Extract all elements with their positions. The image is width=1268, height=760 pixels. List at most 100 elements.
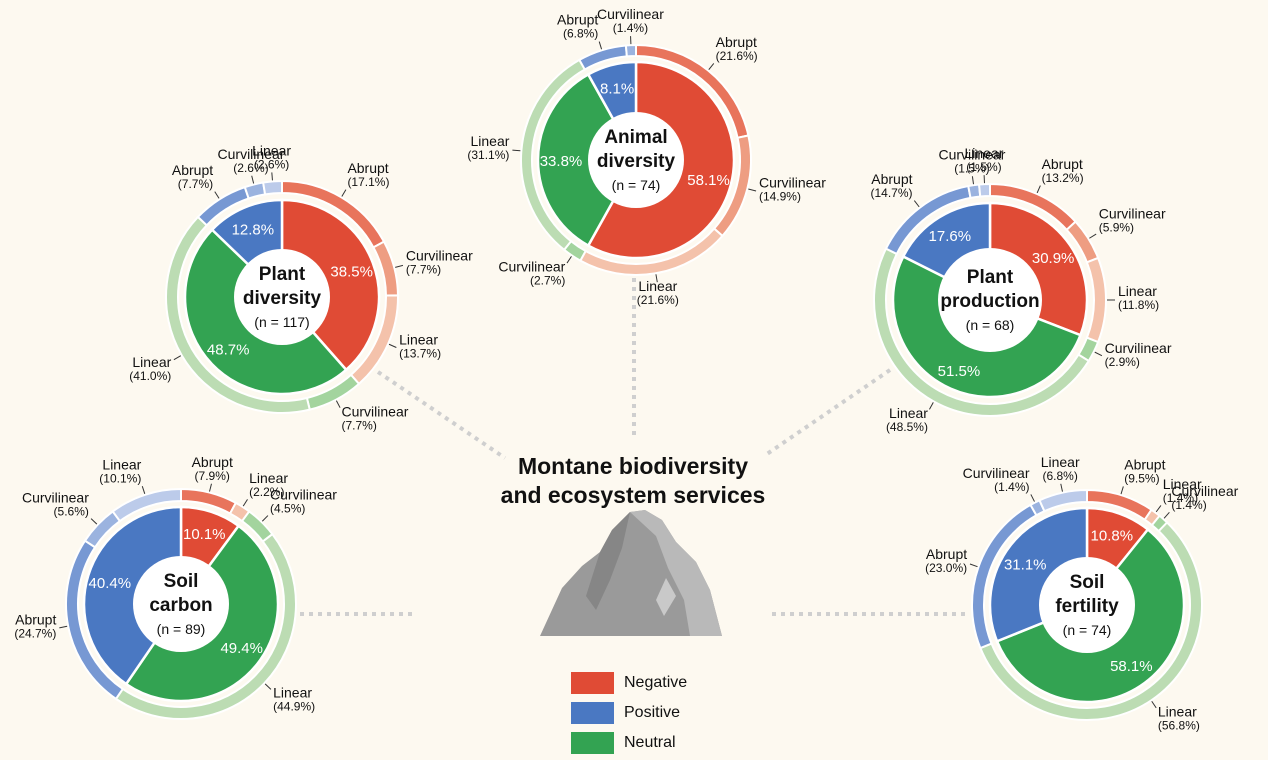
legend-swatch-neutral <box>571 732 614 754</box>
outer-leader-line <box>598 41 603 50</box>
donut-soil-carbon: 10.1%49.4%40.4%Abrupt(7.9%) Linear(2.2%)C… <box>14 454 337 720</box>
outer-leader-line <box>173 355 182 361</box>
outer-shape-label: Linear <box>638 278 677 294</box>
outer-pct-label: (1.5%) <box>954 161 989 175</box>
donut-center <box>588 112 684 208</box>
outer-pct-label: (56.8%) <box>1158 718 1200 732</box>
donut-center <box>938 248 1042 352</box>
donut-soil-fertility: 10.8%58.1%31.1%Abrupt(9.5%) Linear(1.4%)C… <box>925 454 1239 733</box>
outer-shape-label: Curvilinear <box>1171 483 1238 499</box>
inner-value-label: 10.1% <box>183 526 226 543</box>
outer-leader-line <box>969 563 978 568</box>
outer-pct-label: (17.1%) <box>347 175 389 189</box>
outer-leader-line <box>512 149 521 152</box>
outer-shape-label: Abrupt <box>1042 156 1083 172</box>
outer-leader-line <box>655 274 658 283</box>
donut-title-line-1: Plant <box>259 264 306 285</box>
outer-shape-label: Curvilinear <box>597 6 664 22</box>
outer-pct-label: (11.8%) <box>1118 298 1159 312</box>
outer-shape-label: Linear <box>1163 476 1202 492</box>
donut-n-label: (n = 68) <box>966 317 1015 333</box>
outer-shape-label: Linear <box>889 405 928 421</box>
outer-shape-label: Abrupt <box>716 34 757 50</box>
outer-pct-label: (6.8%) <box>1042 469 1077 483</box>
outer-leader-line <box>251 175 255 184</box>
outer-slice-positive-linear <box>262 179 283 196</box>
outer-pct-label: (5.9%) <box>1099 220 1134 234</box>
outer-pct-label: (44.9%) <box>273 699 315 713</box>
outer-leader-line <box>141 486 146 494</box>
donut-center <box>1039 557 1135 653</box>
donut-animal-diversity: 58.1%33.8%8.1%Abrupt(21.6%)Curvilinear(1… <box>467 6 826 307</box>
inner-value-label: 17.6% <box>929 228 972 245</box>
inner-slice-positive <box>82 505 183 686</box>
outer-leader-line <box>1120 486 1124 495</box>
outer-slice-positive-curvilinear <box>243 181 267 200</box>
outer-pct-label: (6.8%) <box>563 27 598 41</box>
outer-leader-line <box>971 176 975 185</box>
donut-n-label: (n = 74) <box>612 177 661 193</box>
outer-pct-label: (2.7%) <box>530 274 565 288</box>
inner-value-label: 30.9% <box>1032 250 1075 267</box>
outer-leader-line <box>341 189 347 197</box>
outer-leader-line <box>1151 700 1157 709</box>
outer-leader-line <box>1094 351 1103 357</box>
outer-shape-label: Curvilinear <box>22 490 89 506</box>
connector-lines <box>300 278 968 616</box>
inner-value-label: 33.8% <box>540 153 583 170</box>
donut-title-line-2: diversity <box>243 288 322 309</box>
connector-plant-production <box>762 368 892 458</box>
outer-leader-line <box>1163 511 1170 519</box>
outer-pct-label: (9.5%) <box>1124 472 1159 486</box>
donut-title-line-1: Plant <box>967 267 1014 288</box>
outer-shape-label: Abrupt <box>172 162 213 178</box>
outer-pct-label: (14.7%) <box>870 186 912 200</box>
legend-item-neutral: Neutral <box>571 728 687 758</box>
outer-shape-label: Linear <box>1041 454 1080 470</box>
outer-shape-label: Linear <box>102 456 141 472</box>
donut-title-line-1: Soil <box>164 571 199 592</box>
outer-pct-label: (7.7%) <box>178 177 213 191</box>
donut-title-line-2: fertility <box>1055 596 1119 617</box>
outer-leader-line <box>566 256 572 264</box>
outer-slice-negative-linear <box>1085 256 1107 344</box>
outer-pct-label: (31.1%) <box>467 148 509 162</box>
outer-pct-label: (2.6%) <box>254 157 289 171</box>
inner-value-label: 58.1% <box>1110 658 1153 675</box>
inner-value-label: 10.8% <box>1091 528 1134 545</box>
legend-label-negative: Negative <box>624 674 688 691</box>
mountain-icon <box>540 510 722 636</box>
connector-plant-diversity <box>376 370 507 460</box>
outer-slice-positive-linear <box>1038 488 1088 513</box>
inner-value-label: 49.4% <box>220 640 263 657</box>
outer-pct-label: (24.7%) <box>14 626 56 640</box>
outer-pct-label: (13.2%) <box>1042 171 1084 185</box>
outer-leader-line <box>261 515 269 522</box>
donut-plant-production: 30.9%51.5%17.6%Abrupt(13.2%)Curvilinear(… <box>870 145 1171 434</box>
outer-pct-label: (1.5%) <box>966 160 1001 174</box>
outer-leader-line <box>335 400 341 408</box>
outer-shape-label: Curvilinear <box>218 146 285 162</box>
outer-pct-label: (5.6%) <box>54 505 89 519</box>
outer-shape-label: Linear <box>1158 703 1197 719</box>
donut-center <box>133 556 229 652</box>
inner-value-label: 58.1% <box>687 172 730 189</box>
outer-pct-label: (4.5%) <box>270 501 305 515</box>
outer-slice-positive-linear <box>977 182 991 198</box>
outer-leader-line <box>209 483 212 492</box>
outer-shape-label: Linear <box>252 142 291 158</box>
inner-value-label: 8.1% <box>600 80 634 97</box>
donut-title-line-2: production <box>940 291 1039 312</box>
inner-value-label: 40.4% <box>89 575 132 592</box>
outer-leader-line <box>388 343 397 348</box>
outer-leader-line <box>748 188 757 192</box>
inner-value-label: 38.5% <box>330 264 373 281</box>
legend: Negative Positive Neutral <box>571 668 687 758</box>
outer-shape-label: Linear <box>249 470 288 486</box>
outer-leader-line <box>90 518 98 525</box>
legend-item-positive: Positive <box>571 698 687 728</box>
outer-leader-line <box>271 172 273 181</box>
outer-shape-label: Abrupt <box>1124 457 1165 473</box>
